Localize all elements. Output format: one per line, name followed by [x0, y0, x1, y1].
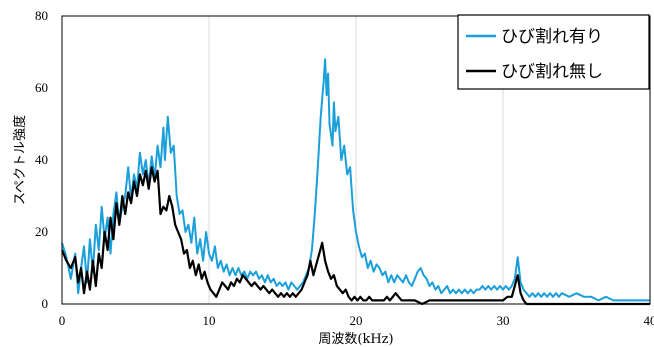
legend-box: [457, 14, 650, 90]
y-tick-label: 60: [35, 80, 48, 95]
plot-frame: [61, 15, 651, 305]
y-tick-label: 40: [35, 152, 48, 167]
x-tick-label: 40: [644, 313, 654, 328]
legend: ひび割れ有り ひび割れ無し: [457, 14, 650, 90]
y-tick-label: 20: [35, 224, 48, 239]
y-axis-label: スペクトル強度: [12, 115, 28, 205]
y-tick-labels: 0 20 40 60 80: [35, 8, 48, 311]
legend-label-cracked: ひび割れ有り: [501, 27, 603, 47]
x-tick-label: 20: [350, 313, 363, 328]
series-line-uncracked: [60, 166, 650, 306]
x-tick-label: 0: [59, 313, 66, 328]
x-axis-label: 周波数(kHz): [318, 332, 393, 347]
series-line-cracked: [61, 58, 650, 302]
y-tick-label: 80: [35, 8, 48, 23]
x-tick-label: 30: [497, 313, 510, 328]
series-lines: [60, 58, 650, 306]
x-tick-labels: 0 10 20 30 40: [59, 313, 654, 328]
x-tick-label: 10: [203, 313, 216, 328]
legend-label-uncracked: ひび割れ無し: [501, 62, 603, 82]
y-tick-label: 0: [42, 296, 49, 311]
